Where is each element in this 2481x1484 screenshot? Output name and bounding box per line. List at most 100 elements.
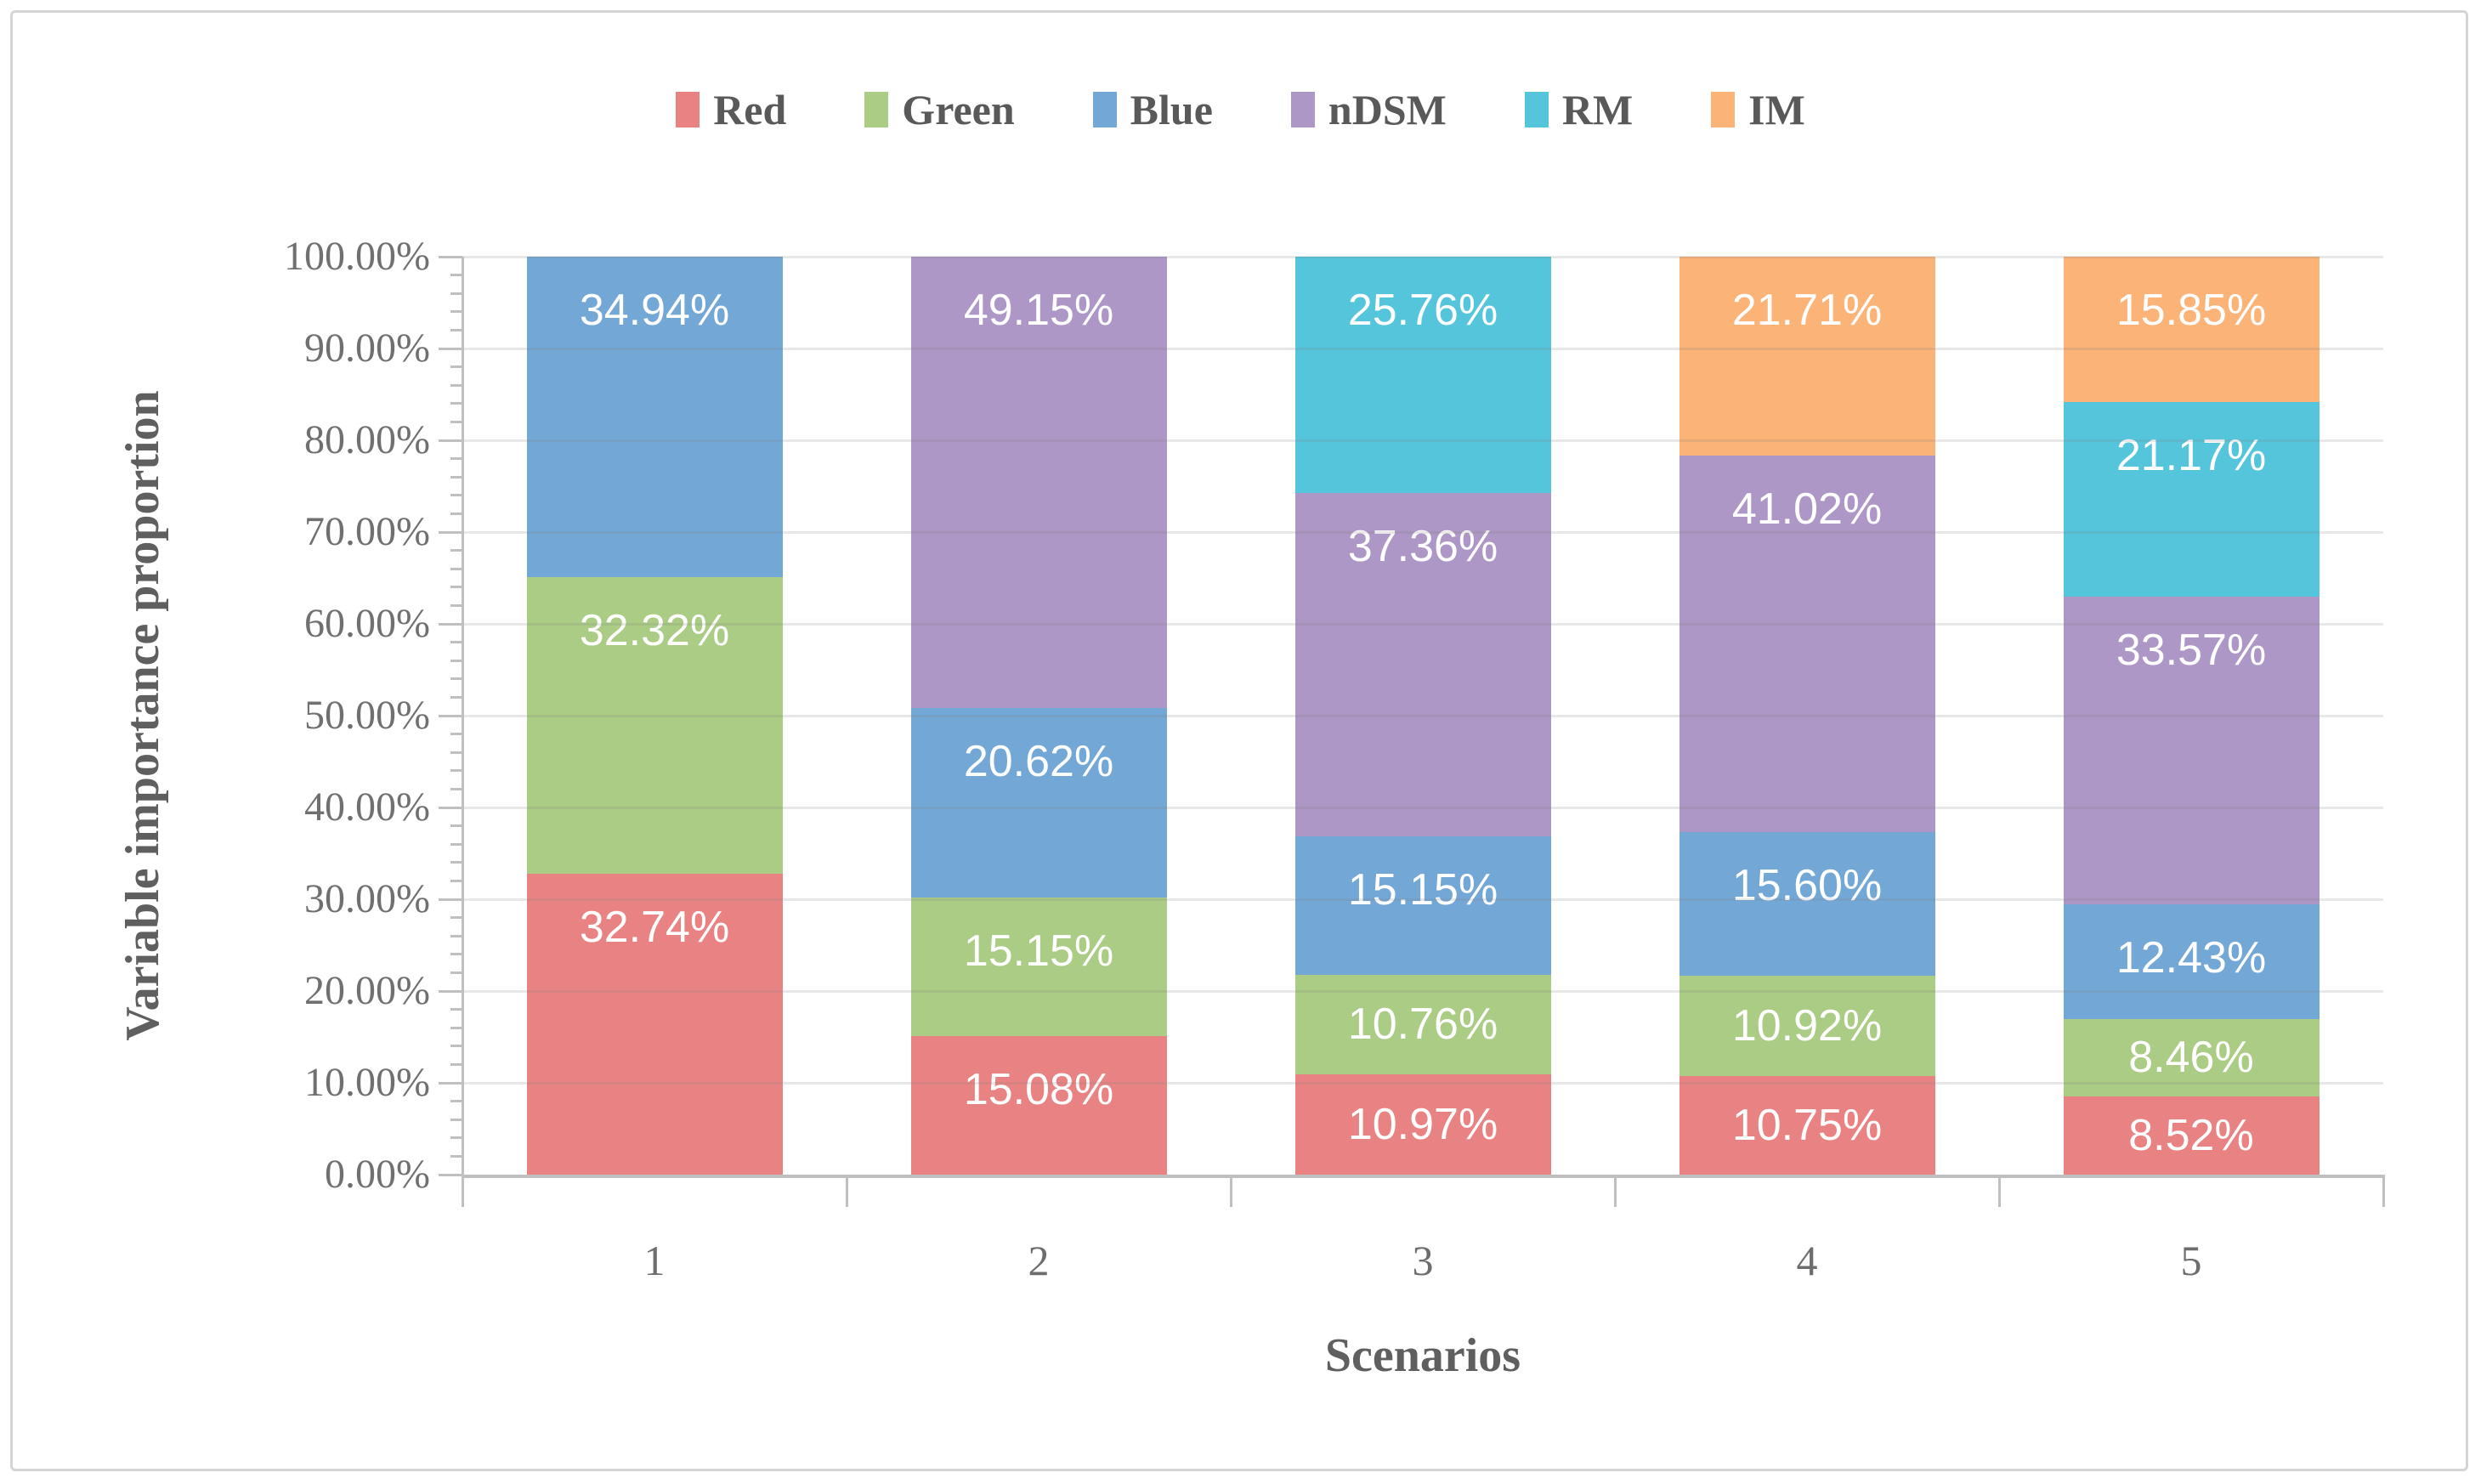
bar-data-label: 15.85%	[2116, 286, 2267, 335]
bar-data-label: 49.15%	[963, 286, 1114, 335]
y-minor-tick	[450, 769, 462, 773]
y-major-tick	[439, 1173, 462, 1176]
gridline	[462, 1081, 2383, 1085]
y-minor-tick	[450, 787, 462, 790]
bar-data-label: 21.71%	[1731, 286, 1883, 335]
y-tick-label: 60.00%	[304, 601, 430, 646]
bar-data-label: 25.76%	[1347, 286, 1498, 335]
legend-swatch-green	[864, 92, 889, 127]
legend-label: RM	[1561, 86, 1634, 133]
bar-segment-blue: 20.62%	[910, 707, 1167, 898]
bar-data-label: 12.43%	[2116, 933, 2267, 983]
gridline	[462, 530, 2383, 534]
legend-swatch-rm	[1524, 92, 1549, 127]
bar-data-label: 21.17%	[2116, 431, 2267, 481]
bar-data-label: 15.08%	[963, 1065, 1114, 1115]
bar-data-label: 10.97%	[1347, 1099, 1498, 1149]
y-minor-tick	[450, 1100, 462, 1103]
legend-item-red: Red	[676, 88, 786, 131]
legend-label: Green	[902, 86, 1015, 133]
y-minor-tick	[450, 475, 462, 479]
y-minor-tick	[450, 1136, 462, 1140]
bar-data-label: 15.15%	[1347, 864, 1498, 915]
legend-label: Red	[713, 86, 787, 133]
y-major-tick	[439, 347, 462, 350]
legend-swatch-im	[1711, 92, 1736, 127]
y-minor-tick	[450, 1062, 462, 1066]
gridline	[462, 898, 2383, 901]
y-minor-tick	[450, 365, 462, 369]
bar-data-label: 15.60%	[1731, 861, 1883, 911]
bar-segment-rm: 21.17%	[2063, 402, 2320, 597]
bar-data-label: 20.62%	[963, 736, 1114, 786]
bar-segment-red: 15.08%	[910, 1036, 1167, 1175]
y-minor-tick	[450, 842, 462, 846]
gridline	[462, 714, 2383, 717]
y-minor-tick	[450, 659, 462, 662]
y-minor-tick	[450, 420, 462, 423]
y-minor-tick	[450, 310, 462, 314]
y-major-tick	[439, 439, 462, 442]
y-minor-tick	[450, 641, 462, 644]
y-tick-label: 0.00%	[325, 1152, 430, 1197]
y-minor-tick	[450, 1008, 462, 1011]
y-minor-tick	[450, 1045, 462, 1048]
y-minor-tick	[450, 383, 462, 387]
y-minor-tick	[450, 750, 462, 754]
bar-segment-blue: 15.60%	[1679, 832, 1935, 976]
bar-segment-green: 32.32%	[526, 577, 783, 875]
bar-segment-ndsm: 49.15%	[910, 257, 1167, 708]
y-minor-tick	[450, 861, 462, 864]
x-tick	[1229, 1175, 1232, 1207]
y-minor-tick	[450, 695, 462, 699]
y-minor-tick	[450, 328, 462, 331]
legend-item-ndsm: nDSM	[1290, 86, 1447, 133]
bar-data-label: 15.15%	[963, 926, 1114, 976]
legend-swatch-blue	[1092, 92, 1117, 127]
y-major-tick	[439, 806, 462, 809]
y-minor-tick	[450, 586, 462, 589]
legend-item-blue: Blue	[1092, 88, 1213, 131]
y-minor-tick	[450, 457, 462, 461]
legend: Red Green Blue nDSM RM IM	[0, 88, 2481, 131]
y-minor-tick	[450, 733, 462, 736]
legend-label: nDSM	[1328, 86, 1447, 133]
bar-data-label: 37.36%	[1347, 522, 1498, 572]
legend-swatch-ndsm	[1290, 92, 1315, 127]
x-category-label: 2	[1028, 1237, 1050, 1284]
gridline	[462, 255, 2383, 258]
bar-data-label: 32.74%	[579, 903, 730, 953]
gridline	[462, 989, 2383, 993]
y-tick-label: 10.00%	[304, 1060, 430, 1105]
y-minor-tick	[450, 953, 462, 956]
x-tick	[845, 1175, 848, 1207]
x-tick	[1613, 1175, 1617, 1207]
y-minor-tick	[450, 879, 462, 882]
bar-segment-green: 10.76%	[1294, 975, 1551, 1074]
y-tick-label: 70.00%	[304, 509, 430, 554]
bar-segment-ndsm: 41.02%	[1679, 456, 1935, 833]
legend-label: IM	[1748, 86, 1805, 133]
bar-segment-blue: 12.43%	[2063, 904, 2320, 1019]
legend-item-green: Green	[864, 86, 1015, 133]
gridline	[462, 622, 2383, 626]
y-minor-tick	[450, 603, 462, 607]
legend-item-im: IM	[1711, 88, 1805, 131]
bar-segment-red: 8.52%	[2063, 1096, 2320, 1175]
y-major-tick	[439, 622, 462, 626]
bar-segment-green: 10.92%	[1679, 975, 1935, 1076]
y-tick-label: 90.00%	[304, 326, 430, 371]
bar-segment-red: 32.74%	[526, 874, 783, 1175]
x-tick	[461, 1175, 464, 1207]
bar-data-label: 10.75%	[1731, 1100, 1883, 1150]
gridline	[462, 806, 2383, 809]
bar-segment-blue: 15.15%	[1294, 835, 1551, 976]
y-tick-label: 20.00%	[304, 968, 430, 1013]
y-axis-line	[461, 257, 464, 1176]
y-major-tick	[439, 1081, 462, 1085]
bar-data-label: 33.57%	[2116, 625, 2267, 675]
bar-data-label: 10.92%	[1731, 1000, 1883, 1051]
bar-data-label: 8.52%	[2128, 1110, 2254, 1160]
y-major-tick	[439, 989, 462, 993]
